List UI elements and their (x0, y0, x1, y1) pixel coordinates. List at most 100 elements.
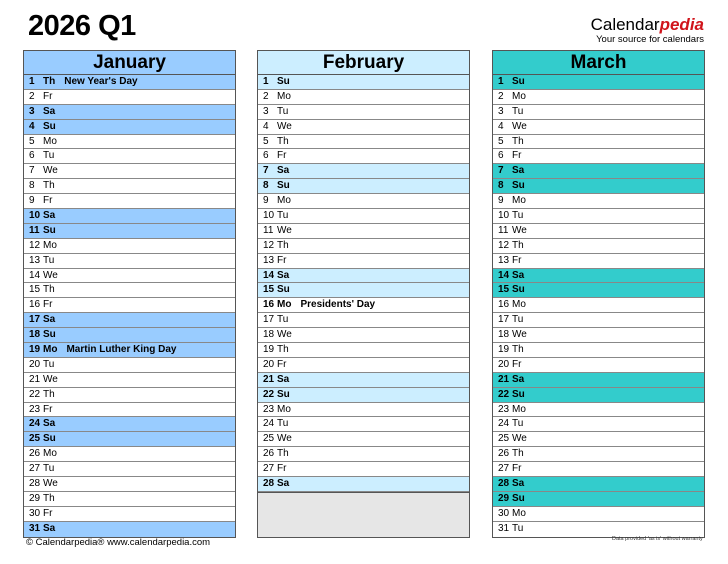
day-row: 11 Su (24, 223, 235, 239)
day-number: 10 (498, 210, 510, 222)
weekday: Su (277, 180, 290, 192)
weekday: Fr (277, 150, 287, 162)
weekday: We (512, 224, 527, 236)
day-row: 4 Su (24, 119, 235, 135)
day-row: 10 Tu (258, 209, 469, 224)
day-row: 13 Fr (493, 254, 704, 269)
weekday: Su (512, 76, 525, 87)
day-row: 20 Fr (493, 358, 704, 373)
weekday: Fr (512, 358, 522, 370)
day-row: 14 We (24, 269, 235, 284)
weekday: Th (277, 135, 289, 147)
day-number: 25 (263, 433, 275, 445)
day-row: 7 We (24, 164, 235, 180)
day-number: 4 (498, 120, 504, 132)
weekday: Sa (277, 269, 290, 281)
day-number: 17 (263, 314, 275, 326)
day-number: 20 (29, 358, 41, 370)
day-row: 6 Fr (493, 149, 704, 165)
day-row: 29 Th (24, 492, 235, 507)
day-row: 6 Tu (24, 149, 235, 165)
day-row: 7 Sa (493, 164, 704, 180)
day-number: 28 (498, 478, 510, 490)
day-row: 23 Mo (258, 403, 469, 418)
day-number: 3 (29, 105, 35, 117)
day-row: 9 Fr (24, 194, 235, 210)
day-number: 15 (29, 284, 41, 296)
weekday: We (512, 433, 527, 445)
day-number: 15 (498, 284, 510, 296)
copyright-footer: © Calendarpedia® www.calendarpedia.com (26, 537, 211, 548)
day-number: 19 (498, 344, 510, 356)
day-number: 8 (29, 180, 35, 192)
weekday: Tu (512, 418, 524, 430)
month-header: January (24, 51, 235, 75)
day-number: 2 (263, 90, 269, 102)
day-row: 5 Th (258, 135, 469, 150)
day-number: 9 (29, 195, 35, 207)
day-number: 6 (29, 150, 35, 162)
weekday: Tu (277, 314, 289, 326)
day-row: 5 Th (493, 135, 704, 150)
weekday: We (43, 373, 58, 385)
day-number: 28 (29, 478, 41, 490)
day-row: 1 Th New Year's Day (24, 75, 235, 90)
weekday: Mo (512, 195, 526, 207)
day-row: 26 Th (258, 447, 469, 463)
day-number: 26 (263, 448, 275, 460)
weekday: Th (277, 239, 289, 251)
day-number: 31 (498, 522, 510, 534)
day-number: 7 (498, 165, 504, 177)
day-number: 30 (29, 507, 41, 519)
month-january: January 1 Th New Year's Day 2 Fr 3 Sa 4 Su 5 Mo 6 Tu… (23, 50, 236, 538)
day-number: 20 (498, 358, 510, 370)
day-row: 28 Sa (258, 477, 469, 492)
day-number: 8 (498, 180, 504, 192)
logo-name-b: pedia (659, 15, 704, 34)
day-number: 5 (29, 135, 35, 147)
day-number: 18 (29, 329, 41, 341)
day-row: 27 Fr (493, 462, 704, 478)
month-march: March 1 Su 2 Mo 3 Tu 4 We 5 Th 6 Fr 7 Sa 8 Su 9 Mo 10 Tu 11 W… (492, 50, 705, 538)
day-row: 26 Mo (24, 447, 235, 463)
day-number: 14 (263, 269, 275, 281)
weekday: Mo (277, 299, 292, 311)
day-row: 30 Mo (493, 507, 704, 522)
weekday: Th (512, 239, 524, 251)
day-row: 24 Sa (24, 417, 235, 433)
day-row: 17 Tu (258, 313, 469, 329)
weekday: Su (277, 76, 290, 87)
day-number: 19 (29, 344, 41, 356)
day-number: 31 (29, 522, 41, 534)
day-row: 2 Fr (24, 90, 235, 105)
weekday: Tu (512, 314, 524, 326)
day-row: 27 Fr (258, 462, 469, 478)
day-number: 14 (29, 269, 41, 281)
day-row: 8 Th (24, 179, 235, 195)
day-row: 12 Th (493, 239, 704, 254)
calendarpedia-logo[interactable]: Calendarpedia Your source for calendars (591, 15, 704, 46)
day-row: 26 Th (493, 447, 704, 463)
day-number: 27 (263, 463, 275, 475)
weekday: Fr (512, 150, 522, 162)
holiday-label: New Year's Day (64, 76, 138, 87)
month-february: February 1 Su 2 Mo 3 Tu 4 We 5 Th 6 Fr 7 Sa 8 Su 9 Mo 10 Tu… (257, 50, 470, 538)
weekday: Su (512, 284, 525, 296)
day-number: 22 (263, 388, 275, 400)
day-number: 5 (263, 135, 269, 147)
weekday: Su (43, 120, 56, 132)
day-row: 27 Tu (24, 462, 235, 478)
day-row: 14 Sa (493, 268, 704, 284)
day-row: 8 Su (258, 179, 469, 195)
day-row: 21 We (24, 373, 235, 388)
weekday: Sa (512, 478, 525, 490)
day-row: 23 Mo (493, 403, 704, 418)
weekday: Mo (512, 507, 526, 519)
weekday: Fr (43, 403, 53, 415)
day-row: 3 Tu (258, 105, 469, 120)
day-number: 11 (498, 224, 509, 236)
weekday: Su (43, 433, 56, 445)
day-number: 6 (498, 150, 504, 162)
day-number: 7 (29, 165, 35, 177)
day-row: 9 Mo (258, 194, 469, 210)
